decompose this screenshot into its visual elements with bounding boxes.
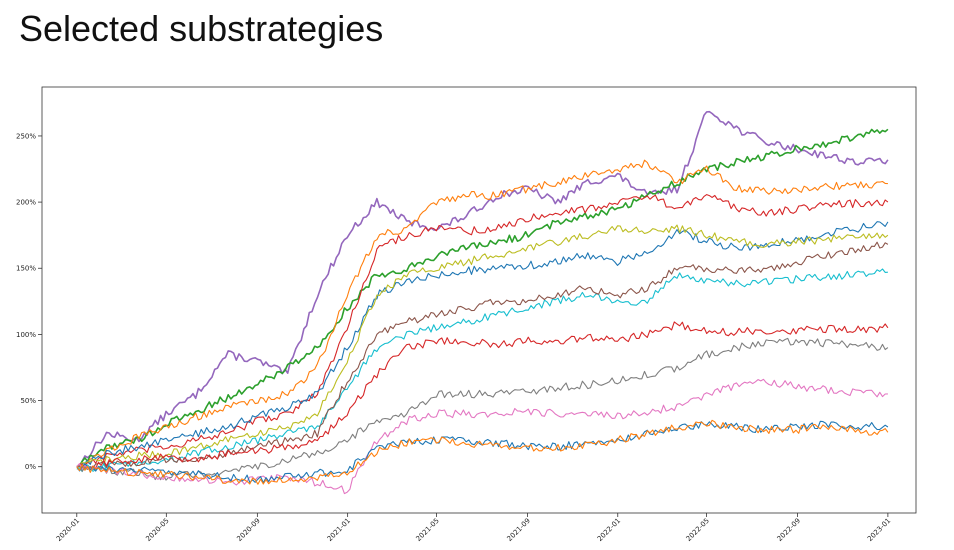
series-line <box>76 110 889 468</box>
series-line <box>76 159 888 469</box>
series-line <box>76 194 889 468</box>
y-tick-label: 100% <box>16 331 36 339</box>
x-tick-label: 2020-05 <box>144 517 170 543</box>
series-line <box>76 378 888 495</box>
series-line <box>76 321 889 470</box>
x-tick-label: 2021-05 <box>415 517 441 543</box>
y-tick-label: 200% <box>16 199 36 207</box>
series-layer <box>76 110 889 495</box>
x-tick-label: 2020-09 <box>235 517 261 543</box>
y-axis: 0% 50% 100% 150% 200% 250% <box>16 132 42 471</box>
slide-title: Selected substrategies <box>19 8 384 49</box>
series-line <box>76 224 889 468</box>
x-tick-label: 2021-09 <box>506 517 532 543</box>
y-tick-label: 150% <box>16 265 36 273</box>
series-line <box>76 128 889 468</box>
series-line <box>76 419 889 485</box>
x-tick-label: 2022-09 <box>776 517 802 543</box>
y-tick-label: 0% <box>25 463 36 471</box>
y-tick-label: 250% <box>16 132 36 140</box>
y-tick-label: 50% <box>20 397 36 405</box>
x-tick-label: 2022-05 <box>685 517 711 543</box>
plot-frame <box>41 86 917 514</box>
series-line <box>76 268 888 473</box>
series-line <box>76 337 889 481</box>
x-tick-label: 2022-01 <box>596 517 622 543</box>
x-tick-label: 2023-01 <box>866 517 892 543</box>
x-tick-label: 2021-01 <box>326 517 352 543</box>
x-axis: 2020-01 2020-05 2020-09 2021-01 2021-05 2021-… <box>55 513 892 543</box>
x-tick-label: 2020-01 <box>55 517 81 543</box>
